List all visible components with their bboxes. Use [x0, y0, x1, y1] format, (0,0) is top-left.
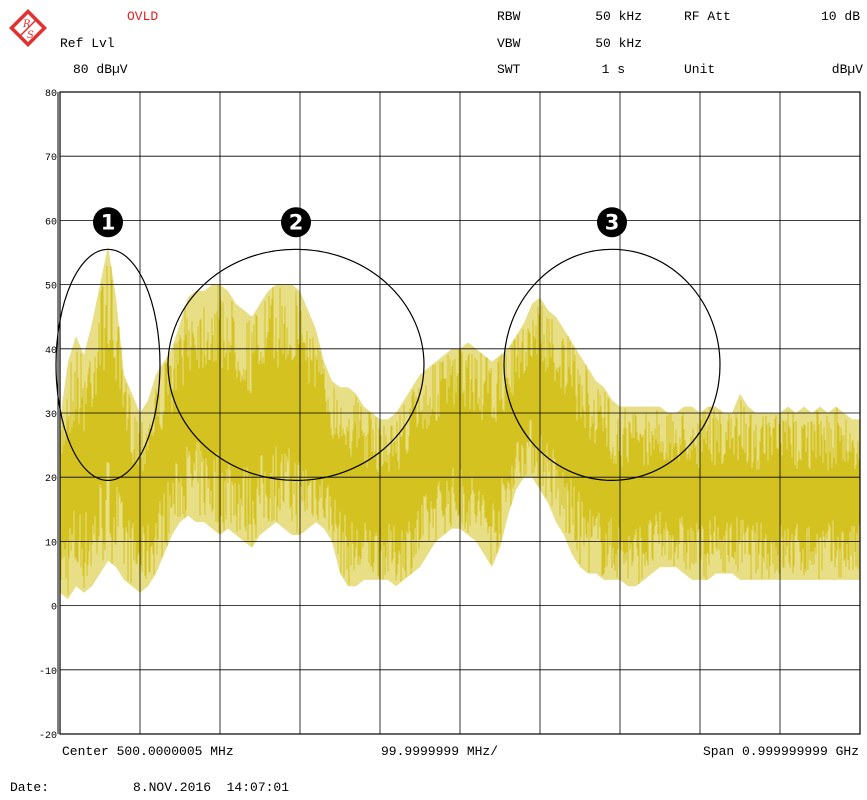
annotation-badge [93, 207, 123, 238]
annotation-ellipse [167, 248, 425, 482]
ovld-status: OVLD [127, 9, 159, 24]
frequency-per-division: 99.9999999 MHz/ [381, 744, 499, 759]
annotation-number: 2 [289, 210, 304, 234]
rbw-value: 50 kHz [595, 9, 642, 24]
span: Span 0.999999999 GHz [702, 744, 859, 759]
ref-level-label: Ref Lvl [60, 36, 115, 51]
rf-att-label: RF Att [684, 9, 731, 24]
svg-text:S: S [27, 30, 34, 41]
y-tick-label: 0 [51, 603, 57, 614]
unit-value: dBµV [831, 62, 863, 77]
y-tick-label: 30 [45, 410, 57, 421]
swt-value: 1 s [601, 62, 625, 77]
annotation-circles: 1 2 3 [55, 207, 721, 482]
y-tick-label: 50 [45, 282, 57, 293]
date-label: Date: [10, 780, 50, 795]
rohde-schwarz-logo-icon: R S [9, 9, 47, 47]
unit-label: Unit [684, 62, 716, 77]
y-tick-label: 80 [45, 89, 57, 100]
y-tick-label: 20 [45, 474, 57, 485]
annotation-number: 3 [605, 210, 620, 234]
annotation-number: 1 [101, 210, 116, 234]
y-tick-label: 10 [45, 538, 57, 549]
y-tick-label: -10 [39, 667, 57, 678]
y-tick-labels: 80 70 60 50 40 30 20 10 0 -10 -20 [39, 89, 57, 742]
svg-text:R: R [22, 19, 31, 30]
spectrum-plot: 80 70 60 50 40 30 20 10 0 -10 -20 1 2 3 [39, 89, 861, 742]
annotation-ellipse [503, 248, 721, 482]
ref-level-value: 80 dBµV [73, 62, 128, 77]
grid-lines [60, 92, 860, 734]
center-frequency: Center 500.0000005 MHz [62, 744, 234, 759]
y-tick-label: 40 [45, 346, 57, 357]
rbw-label: RBW [497, 9, 521, 24]
swt-label: SWT [497, 62, 521, 77]
vbw-label: VBW [497, 36, 521, 51]
y-tick-label: 70 [45, 153, 57, 164]
annotation-badge [597, 207, 627, 238]
rf-att-value: 10 dB [820, 9, 860, 24]
y-tick-label: -20 [39, 731, 57, 742]
y-tick-label: 60 [45, 217, 57, 228]
date-value: 8.NOV.2016 14:07:01 [133, 780, 290, 795]
annotation-ellipse [55, 248, 161, 482]
annotation-badge [281, 207, 311, 238]
vbw-value: 50 kHz [595, 36, 642, 51]
